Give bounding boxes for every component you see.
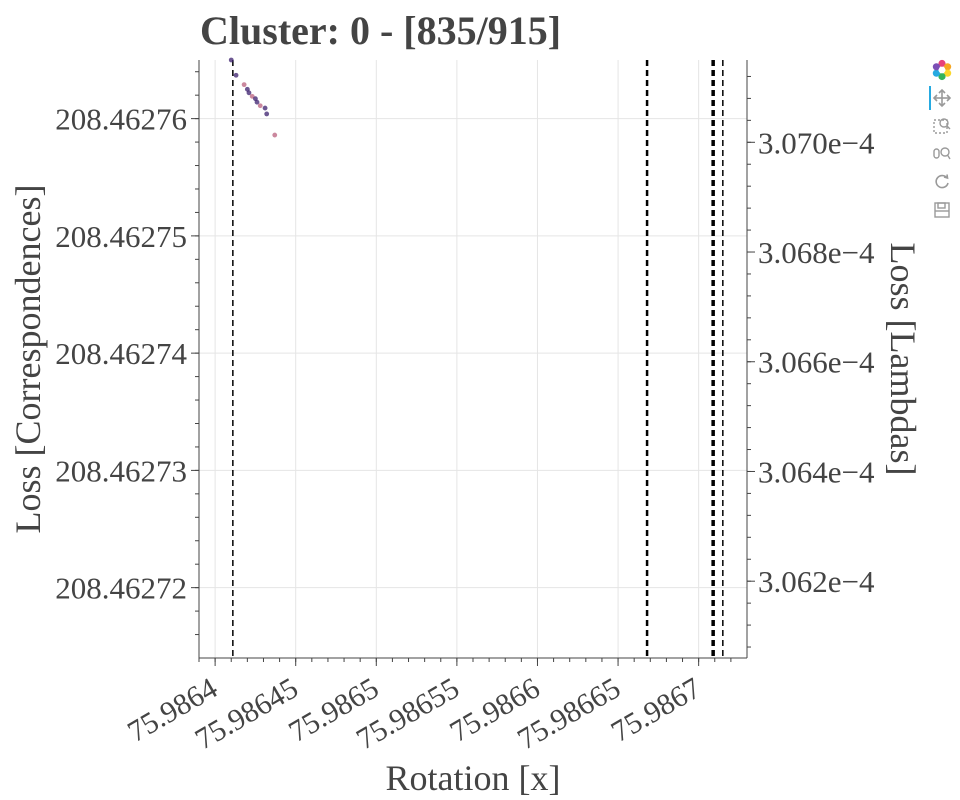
y2-tick-label: 3.070e−4 (758, 125, 875, 160)
scatter-point (262, 105, 268, 111)
bokeh-logo-icon[interactable] (928, 56, 956, 84)
scatter-point (246, 90, 252, 96)
y2-tick-label: 3.064e−4 (758, 454, 875, 489)
x-axis-ticks: 75.986475.9864575.986575.9865575.986675.… (122, 658, 732, 756)
scatter-point (228, 57, 234, 63)
y2-axis-ticks: 3.062e−4 3.064e−4 3.066e−4 3.068e−4 3.070e−4 (747, 75, 875, 648)
save-icon[interactable] (928, 196, 956, 224)
scatter-point (254, 99, 260, 105)
pan-icon[interactable] (928, 84, 956, 112)
y2-tick-label: 3.062e−4 (758, 564, 875, 599)
grid (199, 60, 747, 658)
plot-toolbar (928, 56, 958, 224)
wheel-zoom-icon[interactable] (928, 140, 956, 168)
x-axis-label: Rotation [x] (386, 758, 561, 798)
y2-tick-label: 3.066e−4 (758, 345, 875, 380)
x-tick-label: 75.9867 (606, 671, 707, 748)
y-axis-label: Loss [Correspondences] (8, 185, 48, 534)
scatter-point (257, 103, 263, 109)
y-tick-label: 208.46276 (55, 102, 187, 137)
y-axis-ticks: 208.46272 208.46273 208.46274 208.46275 208.… (55, 71, 199, 636)
y2-tick-label: 3.068e−4 (758, 235, 875, 270)
scatter-point (233, 72, 239, 78)
y-tick-label: 208.46272 (55, 571, 187, 606)
y-tick-label: 208.46274 (55, 336, 187, 371)
y-tick-label: 208.46273 (55, 453, 187, 488)
scatter-point (264, 111, 270, 117)
chart-title: Cluster: 0 - [835/915] (200, 8, 561, 53)
y-tick-label: 208.46275 (55, 219, 187, 254)
y2-axis-label: Loss [Lambdas] (883, 243, 923, 476)
vertical-lines (232, 60, 724, 658)
plot-area[interactable] (199, 60, 747, 658)
box-zoom-icon[interactable] (928, 112, 956, 140)
reset-icon[interactable] (928, 168, 956, 196)
scatter-point (272, 132, 278, 138)
scatter-points (228, 57, 278, 138)
scatter-point (241, 82, 247, 88)
